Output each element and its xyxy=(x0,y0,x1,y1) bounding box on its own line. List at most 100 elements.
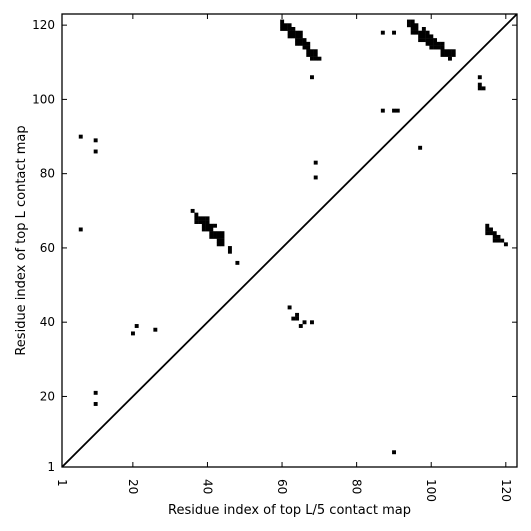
contact-cell xyxy=(503,242,508,247)
contact-cell xyxy=(93,149,98,154)
contact-cell xyxy=(306,52,311,57)
contact-cell xyxy=(201,227,206,232)
contact-cell xyxy=(213,223,217,228)
contact-cell xyxy=(205,220,210,224)
contact-cell xyxy=(287,26,292,31)
contact-cell xyxy=(410,26,415,31)
contact-cell xyxy=(298,30,303,35)
contact-cell xyxy=(392,108,396,113)
contact-cell xyxy=(448,56,452,61)
contact-cell xyxy=(500,238,505,243)
contact-cell xyxy=(421,26,426,31)
contact-cell xyxy=(410,19,415,24)
x-tick-label: 100 xyxy=(424,479,438,502)
contact-cell xyxy=(313,49,318,54)
contact-cell xyxy=(213,234,217,239)
contact-cell xyxy=(291,34,296,39)
contact-cell xyxy=(429,45,434,50)
contact-cell xyxy=(306,45,311,50)
contact-cell xyxy=(295,312,300,317)
contact-cells xyxy=(78,19,508,455)
contact-cell xyxy=(392,450,396,455)
x-tick-label: 20 xyxy=(126,479,140,494)
contact-cell xyxy=(280,19,285,24)
contact-cell xyxy=(280,26,285,31)
contact-cell xyxy=(302,45,307,50)
contact-cell xyxy=(425,41,430,46)
contact-cell xyxy=(436,45,441,50)
contact-cell xyxy=(220,234,225,239)
contact-cell xyxy=(198,220,203,224)
contact-cell xyxy=(306,49,311,54)
contact-cell xyxy=(93,390,98,395)
contact-cell xyxy=(194,220,199,224)
contact-cell xyxy=(227,249,232,254)
contact-cell xyxy=(306,41,311,46)
contact-cell xyxy=(496,238,501,243)
contact-cell xyxy=(451,52,456,57)
contact-cell xyxy=(205,216,210,221)
contact-cell xyxy=(433,41,438,46)
contact-cell xyxy=(153,327,158,332)
contact-cell xyxy=(429,34,434,39)
contact-cell xyxy=(302,38,307,43)
contact-cell xyxy=(414,23,419,28)
contact-cell xyxy=(295,41,300,46)
contact-cell xyxy=(429,41,434,46)
contact-cell xyxy=(201,220,206,224)
contact-cell xyxy=(198,216,203,221)
contact-cell xyxy=(414,26,419,31)
contact-cell xyxy=(436,41,441,46)
contact-cell xyxy=(477,82,482,87)
x-axis-label: Residue index of top L/5 contact map xyxy=(168,503,411,518)
contact-cell xyxy=(485,223,490,228)
contact-cell xyxy=(287,23,292,28)
contact-cell xyxy=(414,30,419,35)
contact-cell xyxy=(213,231,217,236)
contact-cell xyxy=(209,231,214,236)
contact-cell xyxy=(216,234,221,239)
contact-cell xyxy=(418,30,423,35)
contact-cell xyxy=(451,49,456,54)
contact-cell xyxy=(310,75,314,80)
contact-cell xyxy=(295,38,300,43)
contact-cell xyxy=(477,75,482,80)
contact-cell xyxy=(298,41,303,46)
contact-cell xyxy=(485,227,490,232)
contact-cell xyxy=(492,231,497,236)
contact-cell xyxy=(310,320,314,325)
contact-cell xyxy=(220,242,225,247)
y-tick-label: 20 xyxy=(40,389,55,403)
contact-cell xyxy=(492,238,497,243)
contact-cell xyxy=(477,86,482,91)
contact-cell xyxy=(298,324,303,328)
contact-cell xyxy=(209,223,214,228)
contact-cell xyxy=(433,38,438,43)
contact-cell xyxy=(492,234,497,239)
contact-cell xyxy=(395,108,400,113)
contact-cell xyxy=(216,238,221,243)
contact-cell xyxy=(205,223,210,228)
contact-cell xyxy=(280,23,285,28)
contact-cell xyxy=(130,331,135,336)
x-tick-label: 80 xyxy=(350,479,364,494)
contact-cell xyxy=(444,52,449,57)
contact-cell xyxy=(227,246,232,250)
contact-cell xyxy=(209,227,214,232)
contact-cell xyxy=(220,231,225,236)
contact-cell xyxy=(440,41,445,46)
contact-cell xyxy=(310,56,314,61)
contact-cell xyxy=(317,56,322,61)
contact-cell xyxy=(425,30,430,35)
contact-cell xyxy=(194,212,199,217)
contact-cell xyxy=(410,23,415,28)
contact-cell xyxy=(194,216,199,221)
contact-cell xyxy=(313,160,318,165)
contact-cell xyxy=(287,305,292,310)
contact-cell xyxy=(496,234,501,239)
contact-cell xyxy=(310,52,314,57)
contact-cell xyxy=(425,34,430,39)
contact-cell xyxy=(448,52,452,57)
